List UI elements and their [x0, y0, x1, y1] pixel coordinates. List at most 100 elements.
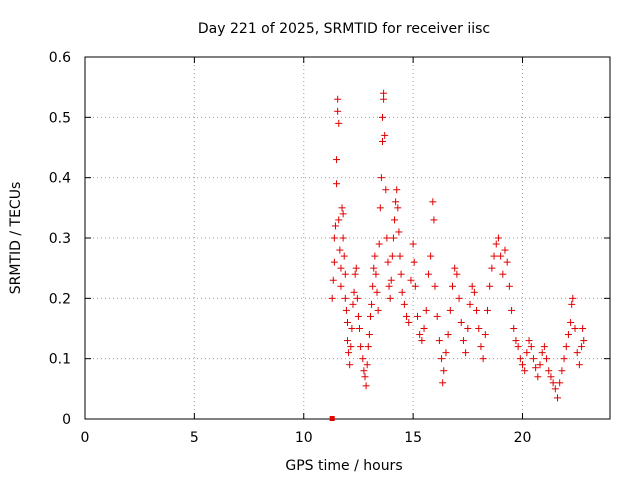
data-point [438, 355, 446, 363]
data-point [416, 331, 424, 339]
data-point [373, 288, 381, 296]
data-point [545, 367, 553, 375]
data-point [540, 343, 548, 351]
data-point [449, 282, 456, 290]
data-point [350, 288, 358, 296]
axis-ticks [84, 56, 610, 420]
data-point [490, 252, 498, 260]
data-point [538, 349, 546, 357]
data-point [549, 379, 557, 387]
data-point [529, 355, 537, 363]
data-point [330, 258, 338, 266]
data-point [580, 337, 588, 345]
data-point [351, 270, 359, 278]
data-point [547, 373, 555, 381]
data-point [337, 264, 345, 272]
data-point [440, 367, 448, 375]
data-point [519, 361, 526, 369]
data-point [341, 270, 349, 278]
y-tick-label: 0.4 [49, 171, 71, 187]
data-point [329, 276, 337, 284]
data-point [505, 282, 513, 290]
data-point [564, 331, 572, 339]
data-point [381, 131, 389, 139]
data-point [334, 107, 342, 115]
data-point [337, 282, 345, 290]
data-point [457, 318, 465, 326]
data-point [418, 337, 426, 345]
data-point [475, 325, 483, 332]
data-point [393, 186, 401, 194]
data-point [501, 246, 509, 254]
data-point [389, 234, 397, 242]
data-point [331, 222, 339, 230]
data-point [345, 349, 353, 357]
data-point [403, 312, 411, 320]
data-point [370, 264, 378, 272]
data-point [328, 294, 336, 302]
data-point [442, 349, 450, 357]
data-point [361, 373, 369, 381]
data-point [420, 325, 428, 332]
data-point [353, 294, 361, 302]
data-point [558, 367, 566, 375]
data-point [341, 294, 349, 302]
data-point [354, 312, 362, 320]
data-point [514, 343, 522, 351]
y-tick-label: 0.3 [49, 231, 71, 247]
data-point [488, 264, 496, 272]
data-point [430, 216, 438, 224]
data-point [573, 349, 581, 357]
data-points [328, 89, 588, 421]
x-tick-label: 15 [404, 430, 422, 446]
data-point [508, 306, 516, 314]
data-point [567, 318, 575, 326]
data-point [334, 95, 342, 103]
data-point [551, 385, 559, 393]
data-point [368, 300, 376, 308]
x-tick-label: 20 [514, 430, 532, 446]
y-axis-label: SRMTID / TECUs [8, 182, 24, 295]
data-point [477, 343, 485, 351]
data-point [379, 113, 386, 121]
data-point [521, 367, 529, 375]
data-point [536, 361, 544, 369]
data-point [371, 252, 379, 260]
data-point [462, 349, 470, 357]
data-point [569, 294, 577, 302]
data-point [359, 355, 367, 363]
y-tick-label: 0 [62, 412, 71, 428]
data-point [340, 252, 348, 260]
data-point [556, 379, 564, 387]
y-tick-label: 0.6 [49, 50, 71, 66]
x-tick-label: 0 [81, 430, 90, 446]
data-point [397, 270, 405, 278]
data-point [336, 246, 344, 254]
data-point [347, 343, 355, 351]
data-point [333, 156, 341, 164]
data-point [366, 312, 374, 320]
data-point [335, 119, 343, 127]
data-point [349, 300, 357, 308]
outlier-point [329, 416, 335, 421]
data-point [395, 228, 403, 236]
x-tick-label: 10 [295, 430, 313, 446]
data-point [433, 312, 441, 320]
data-point [376, 204, 384, 212]
data-point [398, 288, 406, 296]
data-point [560, 355, 568, 363]
data-point [439, 379, 447, 387]
data-point [554, 394, 561, 402]
data-point [486, 282, 494, 290]
data-point [510, 325, 518, 332]
data-point [407, 276, 415, 284]
y-tick-label: 0.5 [49, 110, 71, 126]
data-point [333, 180, 341, 188]
data-point [422, 306, 430, 314]
chart-title: Day 221 of 2025, SRMTID for receiver iis… [198, 21, 490, 37]
data-point [494, 234, 502, 242]
grid-layer [85, 57, 610, 419]
data-point [339, 234, 347, 242]
data-point [382, 186, 390, 194]
y-tick-label: 0.1 [49, 352, 71, 368]
